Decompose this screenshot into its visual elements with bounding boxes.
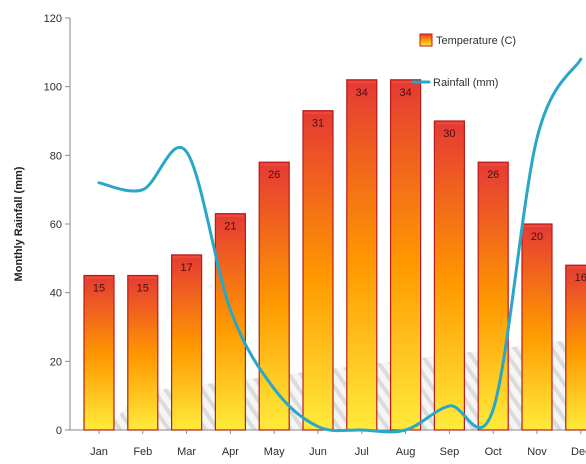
temperature-legend-swatch: [419, 33, 433, 47]
temperature-bar-highlight: [85, 276, 113, 279]
x-tick-label: Feb: [133, 446, 152, 458]
temperature-value-label: 26: [487, 169, 499, 181]
rainfall-point: [404, 428, 408, 432]
y-tick-label: 80: [50, 150, 62, 162]
temperature-value-label: 31: [312, 118, 324, 130]
rainfall-point: [491, 408, 495, 412]
temperature-value-label: 30: [443, 128, 455, 140]
temperature-bar-highlight: [479, 163, 507, 166]
x-tick-label: Oct: [485, 446, 502, 458]
temperature-bar-highlight: [523, 225, 551, 228]
x-tick-label: Jun: [309, 446, 327, 458]
temperature-bar-highlight: [391, 81, 420, 83]
temperature-bar-highlight: [567, 266, 586, 269]
temperature-value-label: 16: [575, 272, 586, 284]
x-tick-label: Aug: [396, 446, 416, 458]
rainfall-point: [97, 181, 101, 185]
x-tick-label: Mar: [177, 446, 196, 458]
x-tick-label: Jan: [90, 446, 108, 458]
legend: Temperature (C) Rainfall (mm): [411, 33, 516, 89]
temperature-bar: [258, 161, 290, 431]
temperature-bars: 15 15 17 21 26 31 34 34 30 26 20 16: [83, 79, 586, 431]
temperature-bar: [214, 213, 246, 431]
y-tick-label: 40: [50, 288, 62, 300]
x-axis-labels: Jan Feb Mar Apr May Jun Jul Aug Sep Oct Nov Dec: [90, 430, 586, 458]
temperature-value-label: 15: [137, 283, 149, 295]
x-tick-label: Apr: [222, 446, 239, 458]
y-tick-label: 120: [44, 13, 62, 25]
temperature-bar-highlight: [260, 163, 288, 166]
temperature-bar: [83, 274, 115, 431]
rainfall-line: [97, 57, 583, 434]
temperature-bar-highlight: [348, 81, 376, 83]
rainfall-legend-label: Rainfall (mm): [433, 77, 498, 89]
rainfall-point: [448, 404, 452, 408]
temperature-bar: [390, 79, 422, 431]
temperature-value-label: 21: [224, 221, 236, 233]
temperature-bar: [346, 79, 378, 431]
rainfall-point: [579, 57, 583, 61]
x-tick-label: May: [264, 446, 285, 458]
temperature-bar: [302, 110, 334, 431]
y-tick-label: 60: [50, 219, 62, 231]
rainfall-point: [272, 387, 276, 391]
temperature-legend-label: Temperature (C): [436, 35, 516, 47]
rainfall-point: [316, 425, 320, 429]
y-tick-label: 20: [50, 356, 62, 368]
temperature-bar: [521, 223, 553, 431]
rainfall-point: [185, 150, 189, 154]
x-tick-label: Dec: [571, 446, 586, 458]
rainfall-point: [141, 188, 145, 192]
temperature-bar: [565, 264, 586, 431]
y-axis-label: Monthly Rainfall (mm): [13, 166, 25, 281]
temperature-bar-highlight: [129, 276, 157, 279]
x-tick-label: Sep: [440, 446, 460, 458]
temperature-value-label: 34: [399, 87, 411, 99]
temperature-bar: [171, 254, 203, 431]
x-tick-label: Jul: [355, 446, 369, 458]
temperature-bar-highlight: [435, 122, 464, 125]
temperature-bar-highlight: [172, 256, 201, 259]
temperature-value-label: 34: [356, 87, 368, 99]
temperature-value-label: 15: [93, 283, 105, 295]
x-tick-label: Nov: [527, 446, 547, 458]
temperature-bar-highlight: [304, 111, 332, 114]
temperature-value-label: 17: [180, 262, 192, 274]
temperature-bar: [433, 120, 465, 431]
rainfall-point: [229, 308, 233, 312]
rainfall-point: [535, 136, 539, 140]
y-tick-label: 100: [44, 82, 62, 94]
temperature-bar: [127, 274, 159, 431]
temperature-bar: [477, 161, 509, 431]
y-tick-label: 0: [56, 425, 62, 437]
temperature-value-label: 20: [531, 231, 543, 243]
axes: 0 20 40 60 80 100 120 Monthly Rainfall (mm): [13, 13, 586, 437]
temperature-bar-highlight: [216, 214, 245, 217]
temperature-value-label: 26: [268, 169, 280, 181]
rainfall-point: [360, 428, 364, 432]
